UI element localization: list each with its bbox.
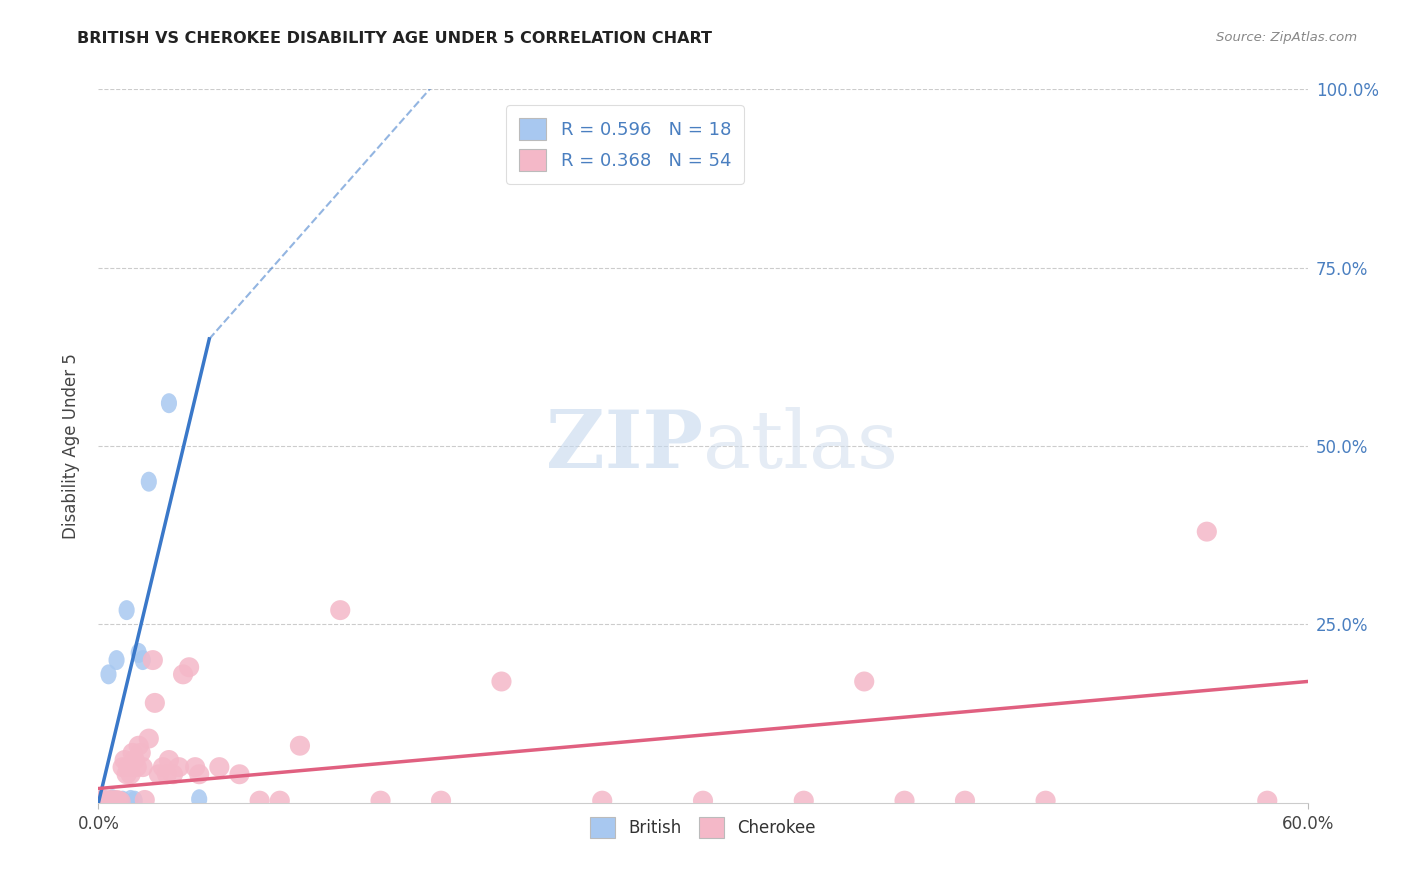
Ellipse shape <box>107 790 127 810</box>
Ellipse shape <box>186 757 205 777</box>
Ellipse shape <box>955 790 976 811</box>
Ellipse shape <box>114 790 131 811</box>
Ellipse shape <box>108 650 125 670</box>
Ellipse shape <box>93 790 112 811</box>
Ellipse shape <box>157 764 177 784</box>
Ellipse shape <box>229 764 250 784</box>
Ellipse shape <box>108 790 129 811</box>
Ellipse shape <box>139 729 159 748</box>
Ellipse shape <box>209 757 229 777</box>
Ellipse shape <box>131 643 146 663</box>
Legend: British, Cherokee: British, Cherokee <box>583 811 823 845</box>
Ellipse shape <box>127 757 146 777</box>
Ellipse shape <box>94 790 111 811</box>
Ellipse shape <box>98 791 114 812</box>
Ellipse shape <box>169 757 190 777</box>
Ellipse shape <box>107 790 122 811</box>
Ellipse shape <box>135 790 155 810</box>
Ellipse shape <box>131 743 150 763</box>
Ellipse shape <box>122 790 139 810</box>
Ellipse shape <box>103 791 122 812</box>
Text: ZIP: ZIP <box>546 407 703 485</box>
Ellipse shape <box>104 790 125 811</box>
Ellipse shape <box>112 757 132 777</box>
Ellipse shape <box>129 736 149 756</box>
Y-axis label: Disability Age Under 5: Disability Age Under 5 <box>62 353 80 539</box>
Ellipse shape <box>100 665 117 684</box>
Ellipse shape <box>1257 790 1278 811</box>
Ellipse shape <box>94 790 114 810</box>
Ellipse shape <box>125 750 145 770</box>
Ellipse shape <box>290 736 311 756</box>
Ellipse shape <box>114 750 135 770</box>
Ellipse shape <box>190 764 209 784</box>
Ellipse shape <box>432 790 451 811</box>
Ellipse shape <box>592 790 613 811</box>
Ellipse shape <box>159 750 179 770</box>
Ellipse shape <box>118 600 135 620</box>
Ellipse shape <box>135 650 150 670</box>
Ellipse shape <box>118 757 139 777</box>
Ellipse shape <box>145 693 165 713</box>
Ellipse shape <box>104 789 121 809</box>
Ellipse shape <box>894 790 915 811</box>
Ellipse shape <box>693 790 713 811</box>
Ellipse shape <box>100 790 121 810</box>
Ellipse shape <box>1035 790 1056 811</box>
Ellipse shape <box>121 764 141 784</box>
Ellipse shape <box>103 790 118 811</box>
Ellipse shape <box>122 743 143 763</box>
Ellipse shape <box>160 393 177 413</box>
Ellipse shape <box>141 472 157 491</box>
Ellipse shape <box>191 789 207 809</box>
Ellipse shape <box>97 790 112 810</box>
Ellipse shape <box>1197 522 1218 541</box>
Ellipse shape <box>153 757 173 777</box>
Text: atlas: atlas <box>703 407 898 485</box>
Ellipse shape <box>270 790 290 811</box>
Ellipse shape <box>330 600 350 620</box>
Ellipse shape <box>143 650 163 670</box>
Ellipse shape <box>793 790 814 811</box>
Ellipse shape <box>127 790 143 811</box>
Ellipse shape <box>179 657 200 677</box>
Ellipse shape <box>97 791 117 812</box>
Ellipse shape <box>163 764 183 784</box>
Ellipse shape <box>250 790 270 811</box>
Ellipse shape <box>149 764 169 784</box>
Ellipse shape <box>132 757 153 777</box>
Text: BRITISH VS CHEROKEE DISABILITY AGE UNDER 5 CORRELATION CHART: BRITISH VS CHEROKEE DISABILITY AGE UNDER… <box>77 31 713 46</box>
Ellipse shape <box>90 790 111 811</box>
Ellipse shape <box>371 790 391 811</box>
Ellipse shape <box>111 791 131 812</box>
Ellipse shape <box>492 672 512 691</box>
Text: Source: ZipAtlas.com: Source: ZipAtlas.com <box>1216 31 1357 45</box>
Ellipse shape <box>855 672 875 691</box>
Ellipse shape <box>98 790 118 811</box>
Ellipse shape <box>117 764 136 784</box>
Ellipse shape <box>111 791 127 812</box>
Ellipse shape <box>173 665 193 684</box>
